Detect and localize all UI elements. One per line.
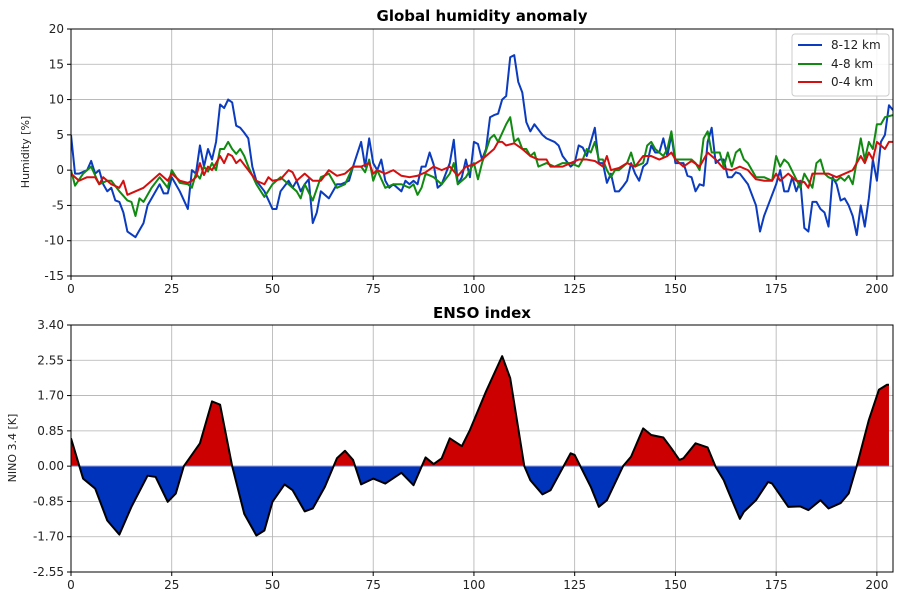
- enso-y-tick-label: -0.85: [33, 494, 64, 508]
- enso-x-tick-label: 0: [67, 578, 75, 592]
- humidity-plot-area: [71, 54, 893, 239]
- enso-axes: 0 25 50 75 100 125 150 175 200 -2.55 -1.70 -0.85 0.0…: [33, 318, 894, 592]
- series-line-0-4-km: [71, 140, 893, 196]
- enso-plot-area: [71, 355, 889, 537]
- humidity-y-tick-label: -5: [52, 198, 64, 212]
- humidity-y-tick-label: -10: [44, 234, 64, 248]
- enso-y-tick-label: -1.70: [33, 530, 64, 544]
- enso-y-tick-label: 0.85: [37, 424, 64, 438]
- enso-y-tick-label: -2.55: [33, 565, 64, 579]
- humidity-x-tick-label: 0: [67, 282, 75, 296]
- legend-label-8-12km: 8-12 km: [831, 38, 881, 52]
- humidity-x-tick-label: 75: [366, 282, 381, 296]
- enso-axes-frame: [70, 324, 894, 573]
- humidity-x-tick-label: 25: [164, 282, 179, 296]
- series-line-8-12-km: [71, 54, 893, 239]
- enso-x-tick-label: 125: [563, 578, 586, 592]
- humidity-axes-frame: [70, 28, 894, 277]
- humidity-x-tick-label: 200: [865, 282, 888, 296]
- enso-y-tick-label: 1.70: [37, 389, 64, 403]
- humidity-x-tick-label: 125: [563, 282, 586, 296]
- humidity-x-tick-label: 50: [265, 282, 280, 296]
- humidity-y-tick-label: 5: [56, 128, 64, 142]
- humidity-x-tick-label: 175: [765, 282, 788, 296]
- legend-label-0-4km: 0-4 km: [831, 75, 873, 89]
- enso-x-tick-label: 150: [664, 578, 687, 592]
- enso-x-tick-label: 50: [265, 578, 280, 592]
- enso-series-line: [71, 355, 889, 537]
- humidity-y-axis-label: Humidity [%]: [19, 116, 32, 188]
- enso-y-tick-label: 3.40: [37, 318, 64, 332]
- enso-x-tick-label: 25: [164, 578, 179, 592]
- humidity-y-tick-label: 10: [49, 93, 64, 107]
- humidity-x-tick-label: 100: [462, 282, 485, 296]
- enso-chart-title: ENSO index: [433, 304, 531, 322]
- humidity-y-tick-label: 20: [49, 22, 64, 36]
- humidity-y-tick-label: 0: [56, 163, 64, 177]
- legend-label-4-8km: 4-8 km: [831, 57, 873, 71]
- enso-y-tick-label: 0.00: [37, 459, 64, 473]
- enso-x-tick-label: 75: [366, 578, 381, 592]
- humidity-x-tick-label: 150: [664, 282, 687, 296]
- humidity-axes: 0 25 50 75 100 125 150 175 200 -15 -10 -5 0 5 10 15 20: [44, 22, 894, 296]
- enso-x-tick-label: 175: [765, 578, 788, 592]
- enso-y-tick-label: 2.55: [37, 353, 64, 367]
- humidity-y-tick-label: 15: [49, 57, 64, 71]
- humidity-chart-title: Global humidity anomaly: [377, 7, 588, 25]
- legend: 8-12 km 4-8 km 0-4 km: [791, 33, 890, 97]
- humidity-y-tick-label: -15: [44, 269, 64, 283]
- enso-y-axis-label: NINO 3.4 [K]: [6, 414, 19, 483]
- enso-x-tick-label: 100: [462, 578, 485, 592]
- enso-x-tick-label: 200: [865, 578, 888, 592]
- enso-positive-fill: [71, 356, 889, 467]
- enso-negative-fill: [71, 466, 889, 536]
